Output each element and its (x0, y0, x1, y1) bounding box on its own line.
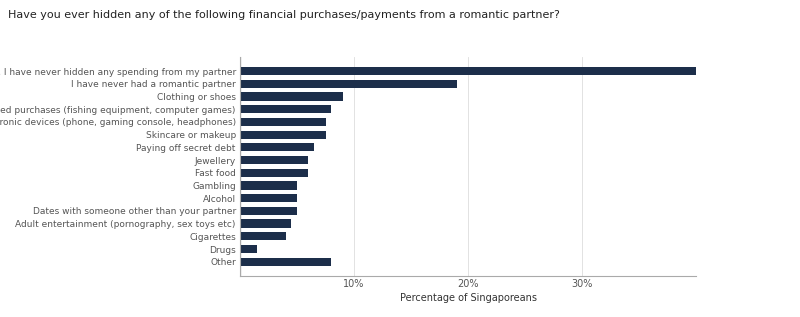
Bar (240, 156, 309, 164)
Bar (240, 93, 342, 101)
Bar (240, 67, 800, 75)
X-axis label: Percentage of Singaporeans: Percentage of Singaporeans (399, 293, 537, 303)
Bar (240, 245, 257, 253)
Bar (240, 219, 291, 228)
Bar (240, 232, 286, 240)
Bar (240, 105, 331, 113)
Bar (240, 258, 331, 266)
Bar (240, 194, 297, 202)
Bar (240, 181, 297, 190)
Bar (240, 118, 326, 126)
Bar (240, 169, 309, 177)
Text: Have you ever hidden any of the following financial purchases/payments from a ro: Have you ever hidden any of the followin… (8, 10, 560, 20)
Bar (240, 207, 297, 215)
Bar (240, 131, 326, 139)
Bar (240, 80, 457, 88)
Bar (240, 143, 314, 152)
